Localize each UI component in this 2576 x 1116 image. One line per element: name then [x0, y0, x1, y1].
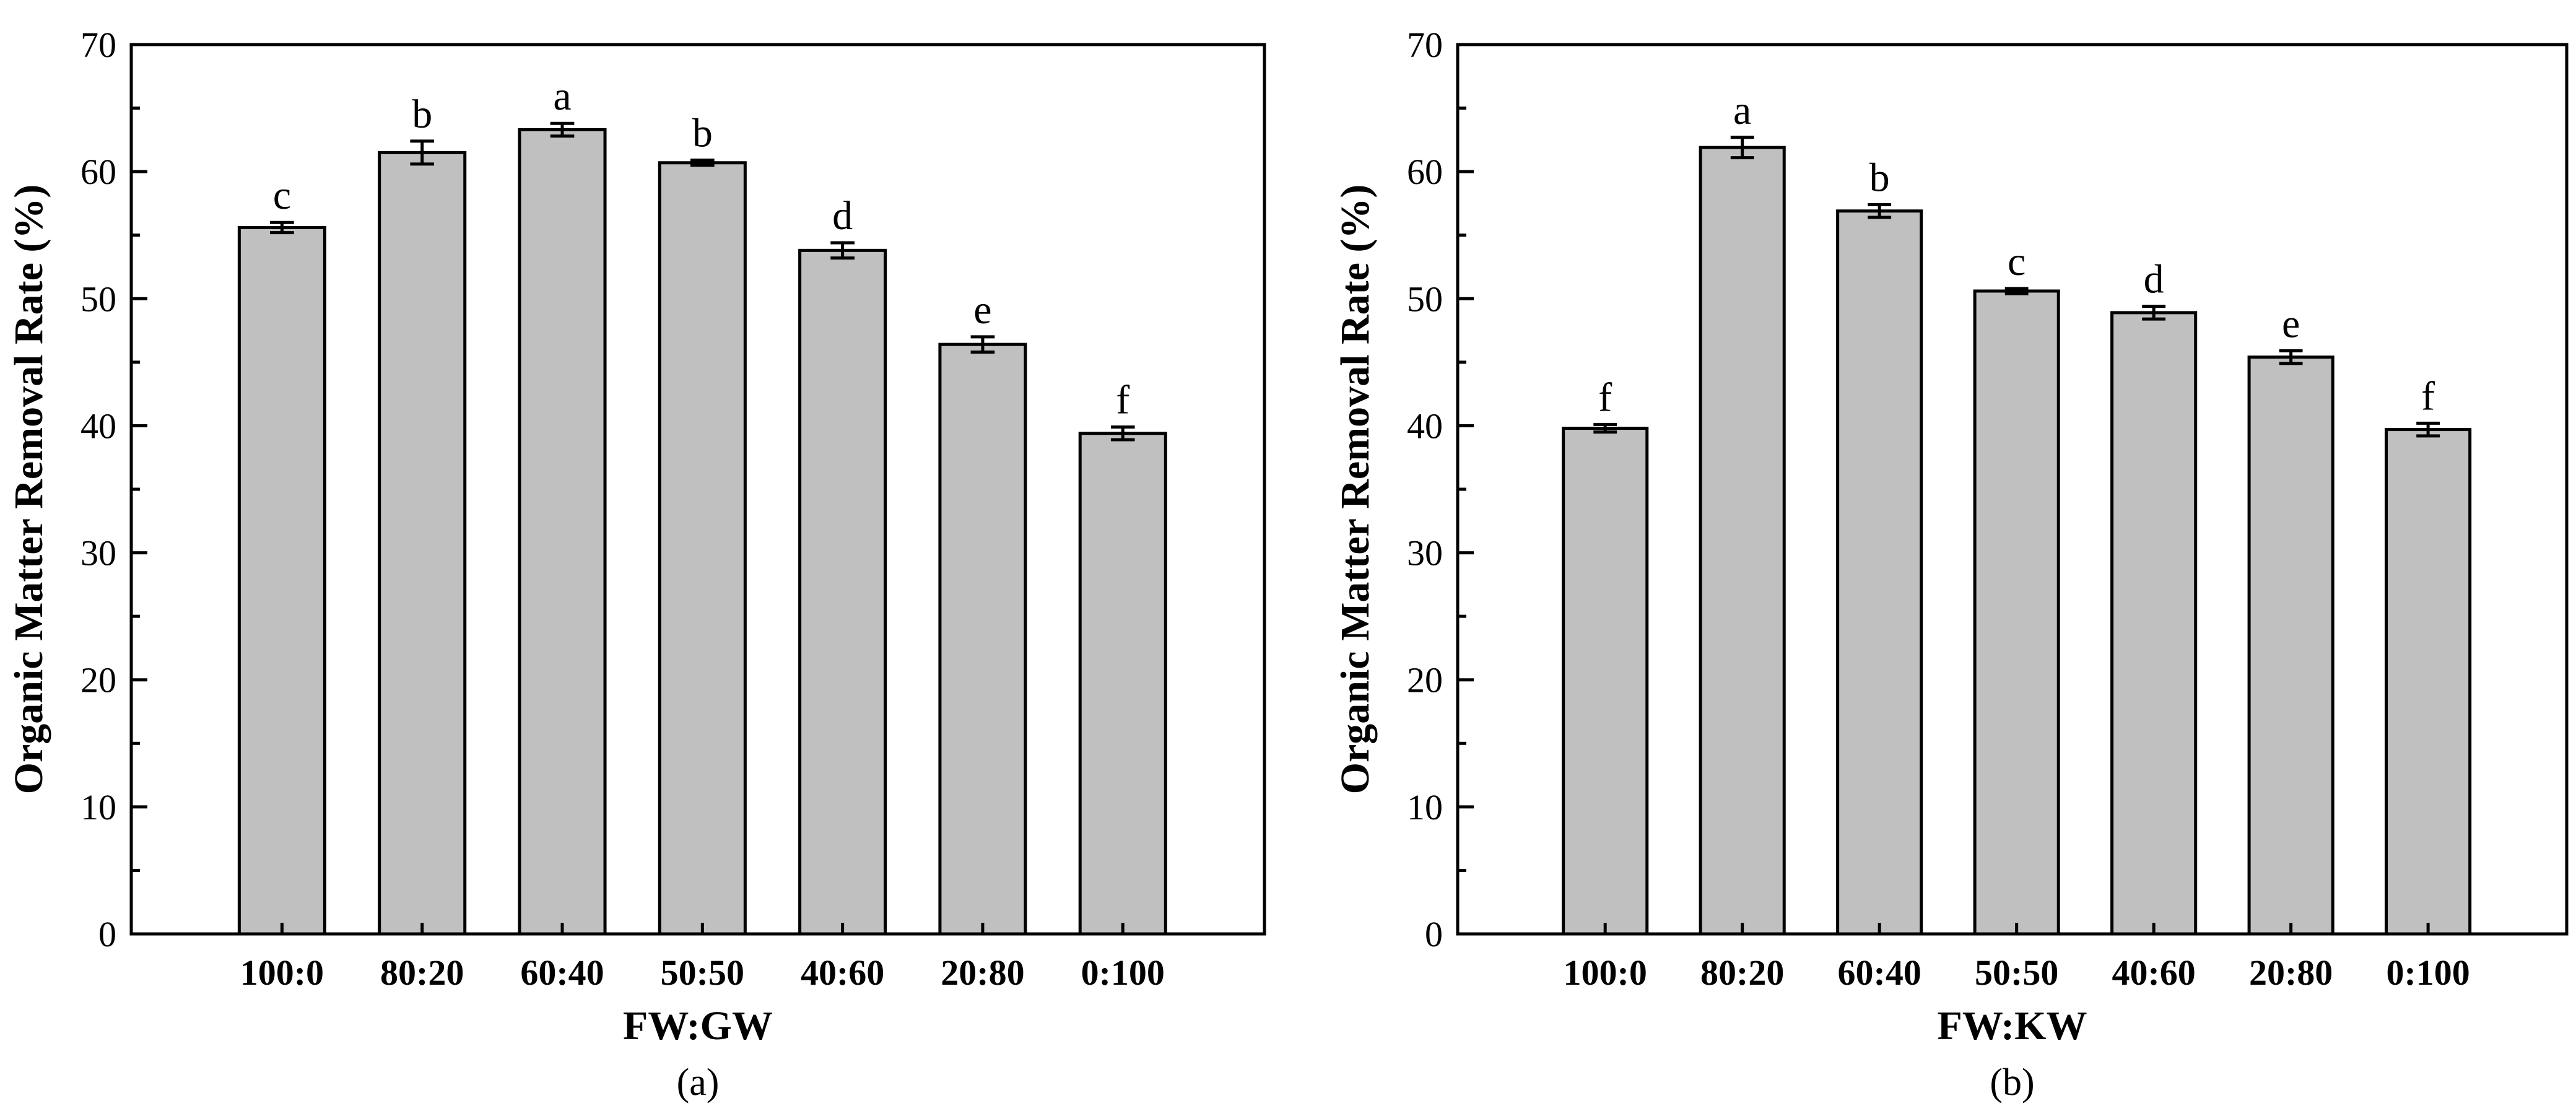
significance-letter-b-5: e: [2282, 301, 2300, 346]
bar-a-0: [237, 225, 326, 936]
y-tick-label-b-6: 60: [1407, 152, 1443, 192]
y-tick-label-a-2: 20: [80, 660, 116, 700]
x-tick-label-a-6: 0:100: [1081, 953, 1165, 993]
y-tick-label-a-0: 0: [98, 914, 116, 954]
bar-a-3: [658, 161, 747, 936]
bar-b-1: [1699, 146, 1786, 936]
significance-letter-a-6: f: [1116, 377, 1129, 422]
significance-letter-b-1: a: [1733, 88, 1751, 133]
y-tick-label-b-7: 70: [1407, 25, 1443, 65]
significance-letter-a-5: e: [973, 287, 991, 333]
panel-caption-a: (a): [677, 1062, 720, 1104]
bar-a-1: [378, 150, 467, 936]
x-tick-label-b-1: 80:20: [1700, 953, 1784, 993]
significance-letter-a-0: c: [273, 173, 291, 218]
x-axis-title-a: FW:GW: [623, 1003, 773, 1048]
x-tick-label-a-0: 100:0: [240, 953, 324, 993]
significance-letter-a-4: d: [832, 193, 853, 238]
significance-letter-b-2: b: [1869, 155, 1890, 200]
y-axis-title-a: Organic Matter Removal Rate (%): [6, 185, 51, 795]
x-tick-label-b-3: 50:50: [1975, 953, 2058, 993]
x-tick-label-b-0: 100:0: [1564, 953, 1647, 993]
x-tick-label-b-4: 40:60: [2112, 953, 2195, 993]
y-tick-label-b-2: 20: [1407, 660, 1443, 700]
x-tick-label-a-2: 60:40: [520, 953, 604, 993]
y-tick-label-a-1: 10: [80, 787, 116, 827]
x-tick-label-b-6: 0:100: [2386, 953, 2469, 993]
panel-b: f 100:0 a 80:20 b 60:40 c 50:50 d 40:60 e 20:80 f 0:1…: [1333, 25, 2569, 1104]
significance-letter-b-4: d: [2144, 257, 2164, 302]
y-tick-label-b-4: 40: [1407, 406, 1443, 446]
significance-letter-a-3: b: [692, 111, 713, 156]
bar-b-4: [2110, 311, 2198, 936]
significance-letter-b-0: f: [1598, 375, 1612, 420]
bar-a-2: [518, 128, 607, 936]
x-tick-label-a-4: 40:60: [801, 953, 884, 993]
bar-b-5: [2247, 355, 2334, 936]
x-tick-label-a-1: 80:20: [380, 953, 464, 993]
significance-letter-a-1: b: [412, 92, 432, 137]
significance-letter-b-6: f: [2421, 373, 2435, 419]
panel-a: c 100:0 b 80:20 a 60:40 b 50:50 d 40:60 e 20:80 f 0:1…: [6, 25, 1266, 1104]
y-tick-label-a-4: 40: [80, 406, 116, 446]
y-tick-label-b-3: 30: [1407, 533, 1443, 573]
x-tick-label-b-2: 60:40: [1838, 953, 1921, 993]
bar-a-5: [938, 342, 1027, 936]
significance-letter-b-3: c: [2008, 239, 2026, 284]
y-tick-label-a-5: 50: [80, 279, 116, 319]
x-tick-label-a-3: 50:50: [661, 953, 744, 993]
y-tick-label-b-1: 10: [1407, 787, 1443, 827]
x-tick-label-b-5: 20:80: [2249, 953, 2333, 993]
bar-a-6: [1078, 432, 1167, 936]
bar-b-0: [1562, 427, 1649, 936]
bar-b-2: [1836, 209, 1923, 936]
y-tick-label-a-3: 30: [80, 533, 116, 573]
x-axis-title-b: FW:KW: [1938, 1003, 2087, 1048]
bar-a-4: [798, 248, 887, 936]
y-tick-label-a-7: 70: [80, 25, 116, 65]
x-tick-label-a-5: 20:80: [941, 953, 1024, 993]
y-tick-label-b-5: 50: [1407, 279, 1443, 319]
y-tick-label-a-6: 60: [80, 152, 116, 192]
panel-caption-b: (b): [1990, 1062, 2034, 1104]
significance-letter-a-2: a: [553, 74, 571, 119]
y-tick-label-b-0: 0: [1425, 914, 1443, 954]
y-axis-title-b: Organic Matter Removal Rate (%): [1333, 185, 1378, 795]
bar-b-3: [1973, 289, 2060, 936]
bar-b-6: [2385, 428, 2472, 936]
